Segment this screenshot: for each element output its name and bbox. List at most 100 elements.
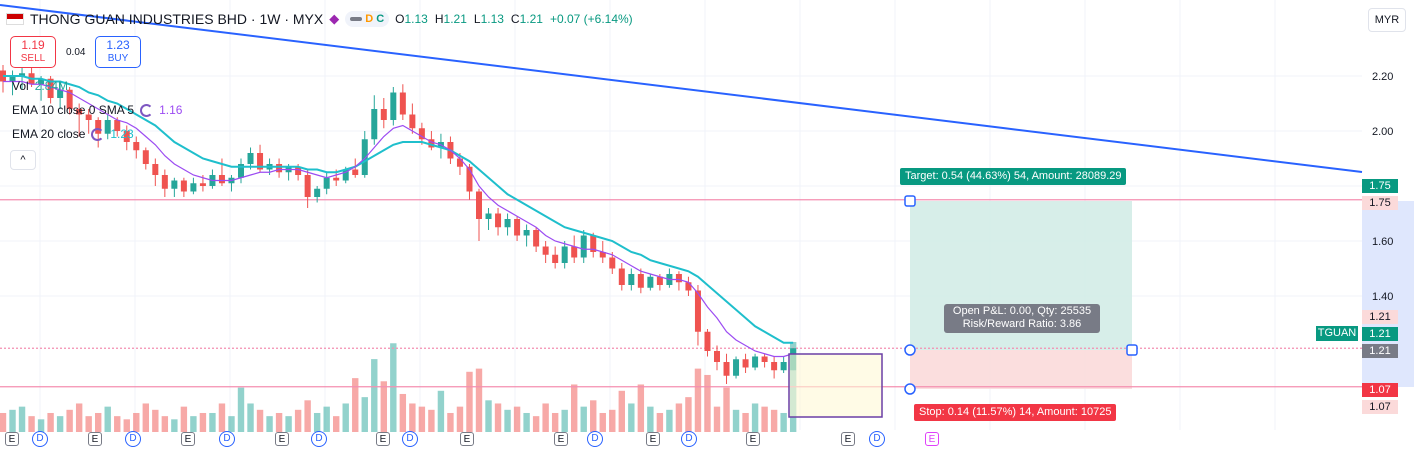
- dividend-event-marker[interactable]: D: [219, 431, 235, 447]
- candle-body: [180, 180, 187, 192]
- volume-bar: [294, 409, 302, 432]
- candle-body: [9, 76, 16, 82]
- entry-line-label: 1.21: [1362, 310, 1398, 324]
- low-value: 1.13: [480, 12, 504, 26]
- dividend-event-marker[interactable]: D: [311, 431, 327, 447]
- legend-ema20[interactable]: EMA 20 close 1.23: [12, 127, 134, 141]
- future-earnings-marker[interactable]: E: [925, 432, 939, 446]
- volume-bar: [9, 409, 16, 432]
- volume-bar: [437, 390, 445, 432]
- candle-body: [504, 219, 511, 228]
- stop-tag: Stop: 0.14 (11.57%) 14, Amount: 10725: [914, 404, 1117, 421]
- volume-bar: [704, 374, 711, 432]
- volume-bar: [28, 416, 35, 432]
- earnings-event-marker[interactable]: E: [460, 432, 474, 446]
- volume-bar: [656, 412, 664, 432]
- horizontal-lines[interactable]: [0, 199, 1362, 388]
- volume-bar: [456, 406, 464, 432]
- volume-bar: [275, 412, 283, 432]
- candle-body: [523, 230, 530, 236]
- bookmark-icon[interactable]: ◆: [329, 11, 340, 26]
- candle-body: [704, 331, 711, 351]
- ema20-line: [3, 75, 794, 344]
- candle-body: [76, 109, 83, 115]
- earnings-event-marker[interactable]: E: [275, 432, 289, 446]
- stop-zone[interactable]: [910, 350, 1132, 389]
- earnings-event-marker[interactable]: E: [554, 432, 568, 446]
- volume-bar: [609, 409, 616, 432]
- dividend-event-marker[interactable]: D: [125, 431, 141, 447]
- sell-button[interactable]: 1.19 SELL: [10, 36, 56, 68]
- volume-bar: [285, 416, 292, 432]
- volume-bar: [161, 416, 169, 432]
- earnings-event-marker[interactable]: E: [376, 432, 390, 446]
- candle-body: [190, 183, 197, 192]
- entry-handle-left[interactable]: [904, 344, 916, 356]
- consolidation-box[interactable]: [788, 353, 883, 418]
- earnings-event-marker[interactable]: E: [841, 432, 855, 446]
- chart-header: THONG GUAN INDUSTRIES BHD · 1W · MYX ◆ D…: [6, 8, 633, 30]
- target-price-label: 1.75: [1362, 179, 1398, 193]
- candle-body: [580, 235, 587, 258]
- candle-body: [656, 276, 663, 285]
- volume-bar: [742, 412, 749, 432]
- dividend-event-marker[interactable]: D: [869, 431, 885, 447]
- volume-bar: [190, 416, 197, 432]
- dividend-event-marker[interactable]: D: [587, 431, 603, 447]
- candle-body: [399, 92, 406, 115]
- volume-bar: [380, 381, 387, 432]
- volume-bar: [780, 412, 787, 432]
- candle-body: [495, 213, 502, 228]
- candle-body: [19, 73, 26, 76]
- volume-bar: [95, 412, 102, 432]
- currency-button[interactable]: MYR: [1368, 8, 1406, 32]
- volume-bar: [142, 403, 149, 432]
- volume-bar: [199, 412, 207, 432]
- target-handle[interactable]: [904, 195, 916, 207]
- volume-bar: [123, 419, 130, 432]
- stop-line-label: 1.07: [1362, 400, 1398, 414]
- volume-bar: [256, 409, 264, 432]
- candle-body: [380, 109, 387, 120]
- volume-bar: [228, 416, 235, 432]
- entry-handle-right[interactable]: [1126, 344, 1138, 356]
- candle-body: [47, 78, 54, 98]
- stop-handle[interactable]: [904, 383, 916, 395]
- legend-ema10[interactable]: EMA 10 close 0 SMA 5 1.16: [12, 103, 182, 117]
- volume-bar: [342, 403, 349, 432]
- dividend-event-marker[interactable]: D: [681, 431, 697, 447]
- earnings-event-marker[interactable]: E: [746, 432, 760, 446]
- legend-volume[interactable]: Vol 2.84M: [12, 79, 68, 93]
- collapse-legend-button[interactable]: ^: [10, 150, 36, 170]
- status-pills[interactable]: D C: [345, 11, 390, 27]
- candle-body: [161, 175, 168, 189]
- symbol-title[interactable]: THONG GUAN INDUSTRIES BHD · 1W · MYX: [30, 11, 324, 27]
- trend-line[interactable]: [0, 4, 1363, 173]
- position-handles[interactable]: [904, 195, 1138, 395]
- volume-bar: [513, 406, 521, 432]
- candle-body: [152, 164, 159, 175]
- volume-bar: [333, 416, 340, 432]
- dividend-event-marker[interactable]: D: [402, 431, 418, 447]
- dividend-event-marker[interactable]: D: [32, 431, 48, 447]
- volume-bar: [618, 390, 625, 432]
- volume-bar: [75, 403, 83, 432]
- candle-body: [466, 166, 473, 192]
- earnings-event-marker[interactable]: E: [88, 432, 102, 446]
- candle-body: [609, 257, 616, 269]
- earnings-event-marker[interactable]: E: [181, 432, 195, 446]
- delayed-badge: D: [365, 13, 374, 25]
- ema-loop-icon: [140, 103, 154, 117]
- candle-body: [780, 362, 787, 371]
- volume-bar: [304, 400, 311, 432]
- candle-body: [66, 89, 73, 109]
- buy-button[interactable]: 1.23 BUY: [95, 36, 141, 68]
- candle-body: [456, 158, 463, 167]
- earnings-event-marker[interactable]: E: [646, 432, 660, 446]
- volume-bar: [0, 412, 7, 432]
- target-tag: Target: 0.54 (44.63%) 54, Amount: 28089.…: [900, 168, 1127, 185]
- buy-label: BUY: [107, 53, 129, 64]
- earnings-event-marker[interactable]: E: [5, 432, 19, 446]
- volume-bar: [551, 412, 559, 432]
